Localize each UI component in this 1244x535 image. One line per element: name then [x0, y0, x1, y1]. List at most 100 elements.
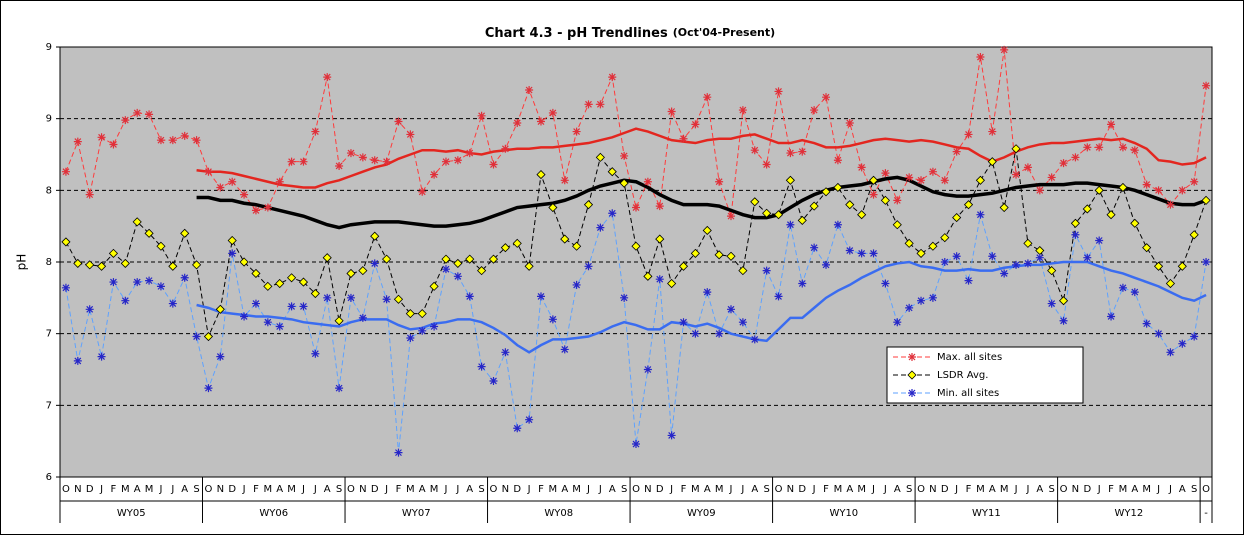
x-tick-label: J: [99, 484, 103, 495]
data-point: [560, 176, 569, 185]
data-point: [382, 295, 391, 304]
data-point: [1047, 173, 1056, 182]
data-point: [429, 281, 439, 291]
data-point: [1000, 45, 1009, 54]
data-point: [1118, 143, 1127, 152]
data-point: [880, 195, 890, 205]
x-tick-label: J: [527, 484, 531, 495]
data-point: [667, 107, 676, 116]
x-tick-label: O: [632, 484, 640, 495]
data-point: [133, 278, 142, 287]
x-tick-label: S: [763, 484, 769, 495]
data-point: [180, 273, 189, 282]
data-point: [489, 376, 498, 385]
data-point: [596, 223, 605, 232]
x-group-label: WY07: [402, 508, 431, 519]
x-tick-label: M: [691, 484, 700, 495]
data-point: [97, 261, 107, 271]
data-point: [370, 259, 379, 268]
data-point: [121, 296, 130, 305]
y-tick-label: 7: [46, 329, 52, 340]
data-point: [762, 266, 771, 275]
data-point: [323, 293, 332, 302]
data-point: [987, 157, 997, 167]
data-point: [287, 273, 297, 283]
data-point: [263, 281, 273, 291]
data-point: [1166, 348, 1175, 357]
data-point: [1118, 182, 1128, 193]
data-point: [798, 147, 807, 156]
data-point: [1094, 185, 1104, 195]
data-point: [928, 293, 937, 302]
data-point: [536, 170, 546, 180]
trend-line: [196, 175, 1207, 230]
data-point: [1083, 253, 1092, 262]
data-point: [513, 424, 522, 433]
data-point: [1190, 177, 1199, 186]
data-point: [430, 170, 439, 179]
x-tick-label: A: [1179, 484, 1186, 495]
x-tick-label: F: [681, 484, 687, 495]
x-tick-label: A: [894, 484, 901, 495]
data-point: [145, 110, 154, 119]
data-point: [655, 275, 664, 284]
data-point: [239, 257, 249, 267]
data-point: [323, 73, 332, 82]
x-group-label: WY10: [829, 508, 858, 519]
data-point: [1000, 269, 1009, 278]
x-tick-label: A: [1131, 484, 1138, 495]
data-point: [216, 352, 225, 361]
data-point: [513, 118, 522, 127]
data-point: [572, 127, 581, 136]
data-point: [227, 235, 237, 246]
data-point: [500, 243, 510, 253]
data-point: [275, 322, 284, 331]
data-point: [667, 431, 676, 440]
data-point: [156, 241, 166, 251]
data-point: [61, 283, 70, 292]
data-point: [881, 169, 890, 178]
data-point: [335, 161, 344, 170]
data-point: [393, 294, 404, 304]
x-tick-label: O: [917, 484, 925, 495]
data-point: [905, 173, 914, 182]
data-point: [1059, 159, 1068, 168]
data-point: [524, 261, 534, 271]
x-tick-label: A: [181, 484, 188, 495]
x-tick-label: A: [1036, 484, 1043, 495]
x-tick-label: M: [121, 484, 130, 495]
data-point: [963, 200, 974, 210]
data-point: [1023, 163, 1032, 172]
data-point: [311, 127, 320, 136]
data-point: [156, 282, 165, 291]
data-point: [322, 253, 332, 263]
x-tick-label: J: [1025, 484, 1029, 495]
x-tick-label: A: [134, 484, 141, 495]
data-point: [1083, 143, 1092, 152]
data-point: [465, 292, 474, 301]
data-point: [810, 243, 819, 252]
data-point: [632, 203, 640, 212]
data-point: [893, 196, 902, 205]
data-point: [441, 157, 450, 166]
data-point: [833, 156, 842, 165]
data-point: [727, 212, 736, 221]
x-tick-label: D: [86, 484, 94, 495]
data-point: [512, 238, 522, 248]
data-point: [774, 292, 783, 301]
x-tick-label: A: [324, 484, 331, 495]
data-point: [727, 305, 736, 314]
x-group-label: WY06: [259, 508, 288, 519]
x-tick-label: M: [264, 484, 273, 495]
x-tick-label: D: [371, 484, 379, 495]
data-point: [773, 210, 784, 220]
x-tick-label: D: [941, 484, 949, 495]
legend-label: Max. all sites: [937, 352, 1002, 363]
x-tick-label: J: [455, 484, 459, 495]
data-point: [845, 200, 855, 210]
x-tick-label: J: [1156, 484, 1160, 495]
data-point: [525, 86, 534, 94]
data-point: [1071, 230, 1080, 239]
data-point: [952, 147, 961, 156]
data-point: [394, 117, 403, 126]
